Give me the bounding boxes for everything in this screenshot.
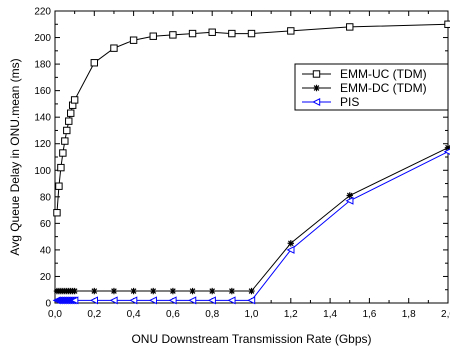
data-point	[346, 192, 353, 199]
data-point	[71, 287, 78, 295]
data-point	[169, 287, 177, 295]
data-point	[130, 287, 137, 295]
data-point	[208, 28, 216, 36]
data-point	[443, 148, 450, 155]
plot-area	[54, 10, 449, 304]
legend-label: PIS	[340, 95, 359, 109]
legend-item: EMM-UC (TDM)	[302, 67, 427, 81]
x-tick-label: 1,2	[284, 309, 298, 320]
series-line	[56, 147, 449, 292]
x-tick-label: 0,4	[127, 309, 141, 320]
series-layer	[52, 20, 450, 305]
series-2	[52, 148, 450, 305]
y-tick-label: 100	[34, 166, 51, 177]
data-point	[247, 296, 256, 305]
data-point	[207, 296, 216, 305]
data-point	[65, 117, 73, 125]
data-point	[188, 296, 197, 305]
y-tick-label: 20	[40, 272, 52, 283]
data-point	[444, 144, 450, 151]
data-point	[110, 44, 118, 52]
data-point	[67, 109, 75, 117]
data-point	[227, 296, 236, 305]
x-tick-label: 0,6	[166, 309, 180, 320]
legend-marker	[312, 97, 321, 107]
data-point	[345, 196, 354, 205]
x-tick-label: 1,4	[323, 309, 337, 320]
data-point	[109, 296, 118, 305]
data-point	[110, 287, 118, 295]
y-tick-label: 40	[40, 245, 52, 256]
data-point	[209, 287, 216, 295]
data-point	[169, 31, 177, 39]
tick-labels: 0,0 0,2 0,4 0,6 0,8 1,0 1,2 1,4 1,6 1,8 2,0 0 20 40 60…	[34, 7, 450, 321]
y-axis-label: Avg Queue Delay in ONU.mean (ms)	[8, 58, 22, 255]
data-point	[150, 287, 157, 295]
y-tick-label: 60	[40, 219, 52, 230]
legend-marker	[312, 70, 321, 78]
data-point	[247, 29, 256, 38]
data-point	[53, 209, 61, 217]
data-point	[189, 287, 196, 295]
data-point	[346, 23, 354, 31]
data-point	[287, 27, 295, 35]
data-point	[444, 20, 450, 28]
x-tick-label: 2,0	[441, 309, 450, 320]
x-tick-label: 0,2	[87, 309, 101, 320]
x-tick-label: 0,8	[205, 309, 219, 320]
data-point	[248, 287, 255, 295]
legend: EMM-UC (TDM)EMM-DC (TDM)PIS	[294, 63, 449, 111]
data-point	[228, 29, 236, 38]
series-line	[56, 151, 449, 301]
x-tick-label: 1,6	[362, 309, 376, 320]
data-point	[57, 163, 65, 172]
data-point	[63, 126, 71, 135]
data-point	[129, 36, 138, 44]
y-tick-label: 80	[40, 192, 52, 203]
legend-label: EMM-DC (TDM)	[340, 81, 427, 95]
series-0	[53, 20, 450, 217]
x-tick-label: 1,0	[245, 309, 259, 320]
data-point	[61, 137, 69, 145]
legend-item: EMM-DC (TDM)	[302, 81, 427, 95]
y-tick-label: 200	[34, 33, 51, 44]
data-point	[287, 240, 294, 247]
data-point	[149, 32, 157, 40]
x-axis-label: ONU Downstream Transmission Rate (Gbps)	[131, 332, 371, 346]
data-point	[59, 149, 67, 157]
data-point	[228, 287, 236, 295]
data-point	[148, 296, 157, 305]
y-tick-label: 0	[45, 299, 51, 310]
data-point	[168, 296, 177, 305]
series-1	[53, 144, 450, 295]
axis-ticks	[54, 10, 449, 304]
data-point	[70, 296, 79, 305]
plot-border	[54, 10, 449, 304]
y-tick-label: 160	[34, 86, 51, 97]
data-point	[188, 29, 197, 38]
y-tick-label: 140	[34, 113, 51, 124]
data-point	[55, 182, 63, 190]
legend-item: PIS	[302, 95, 359, 109]
legend-marker	[313, 84, 320, 92]
data-point	[90, 59, 98, 67]
x-tick-label: 0,0	[48, 309, 62, 320]
data-point	[286, 245, 295, 254]
data-point	[129, 296, 138, 305]
x-tick-label: 1,8	[402, 309, 416, 320]
y-tick-label: 180	[34, 60, 51, 71]
data-point	[89, 296, 98, 305]
y-tick-label: 120	[34, 139, 51, 150]
data-point	[91, 287, 98, 295]
series-line	[56, 23, 449, 213]
data-point	[70, 96, 79, 104]
y-tick-label: 220	[34, 7, 51, 18]
legend-label: EMM-UC (TDM)	[340, 67, 427, 81]
